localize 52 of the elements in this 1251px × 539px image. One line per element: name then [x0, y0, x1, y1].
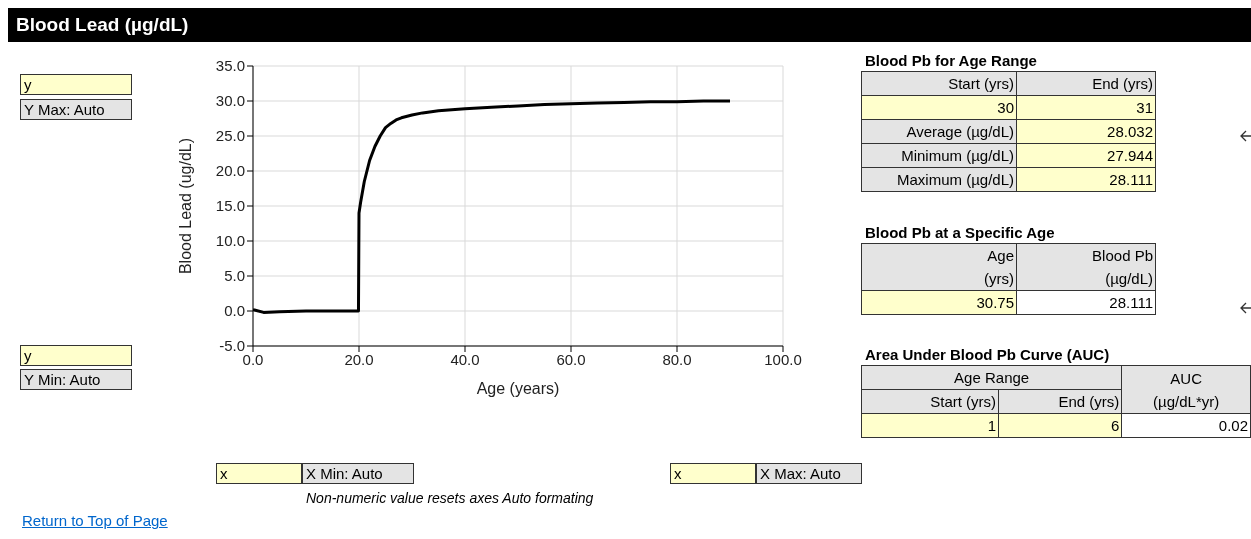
text: Maximum (µg/dL) — [861, 167, 1017, 192]
text: 27.944 — [1016, 143, 1156, 168]
text: Average (µg/dL) — [861, 119, 1017, 144]
text: 30.75 — [861, 290, 1017, 315]
text: 30 — [861, 95, 1017, 120]
y-tick-label: 0.0 — [224, 302, 245, 320]
text: Age (yrs) — [861, 243, 1017, 291]
y-axis-title: Blood Lead (ug/dL) — [176, 137, 194, 275]
text: 28.111 — [1016, 290, 1156, 315]
text: X Min: Auto — [302, 463, 414, 484]
text: Y Min: Auto — [20, 369, 132, 390]
y-tick-label: 15.0 — [215, 197, 245, 215]
text: y — [20, 74, 132, 95]
y-tick-label: 35.0 — [215, 57, 245, 75]
text: Start (yrs) — [861, 71, 1017, 96]
text: 1 — [861, 413, 999, 438]
text: Minimum (µg/dL) — [861, 143, 1017, 168]
text: Y Max: Auto — [20, 99, 132, 120]
x-tick-label: 20.0 — [344, 350, 374, 368]
text: X Max: Auto — [756, 463, 862, 484]
text: x — [670, 463, 756, 484]
text: Blood Pb at a Specific Age — [865, 224, 1056, 241]
y-tick-label: 25.0 — [215, 127, 245, 145]
text: Area Under Blood Pb Curve (AUC) — [865, 346, 1111, 363]
text: Non-numeric value resets axes Auto formating — [306, 490, 594, 506]
text: Blood Pb (µg/dL) — [1016, 243, 1156, 291]
x-tick-label: 100.0 — [764, 350, 802, 368]
x-tick-label: 60.0 — [556, 350, 586, 368]
text: 28.032 — [1016, 119, 1156, 144]
text: y — [20, 345, 132, 366]
text: Age Range — [861, 365, 1122, 390]
chart-title: Blood Lead (µg/dL) — [8, 8, 1251, 42]
y-tick-label: 5.0 — [224, 267, 245, 285]
text: 31 — [1016, 95, 1156, 120]
text: End (yrs) — [1016, 71, 1156, 96]
x-tick-label: 0.0 — [242, 350, 264, 368]
text: Start (yrs) — [861, 389, 999, 414]
y-tick-label: 30.0 — [215, 92, 245, 110]
x-axis-title: Age (years) — [476, 380, 560, 397]
text: End (yrs) — [998, 389, 1122, 414]
y-tick-label: 20.0 — [215, 162, 245, 180]
text: 0.02 — [1121, 413, 1251, 438]
text: x — [216, 463, 302, 484]
text: Return to Top of Page — [22, 512, 168, 529]
y-tick-label: -5.0 — [219, 337, 245, 355]
text: Blood Pb for Age Range — [865, 52, 1038, 69]
text: AUC (µg/dL*yr) — [1121, 365, 1251, 414]
text: 28.111 — [1016, 167, 1156, 192]
y-tick-label: 10.0 — [215, 232, 245, 250]
text: 6 — [998, 413, 1122, 438]
x-tick-label: 40.0 — [450, 350, 480, 368]
x-tick-label: 80.0 — [662, 350, 692, 368]
